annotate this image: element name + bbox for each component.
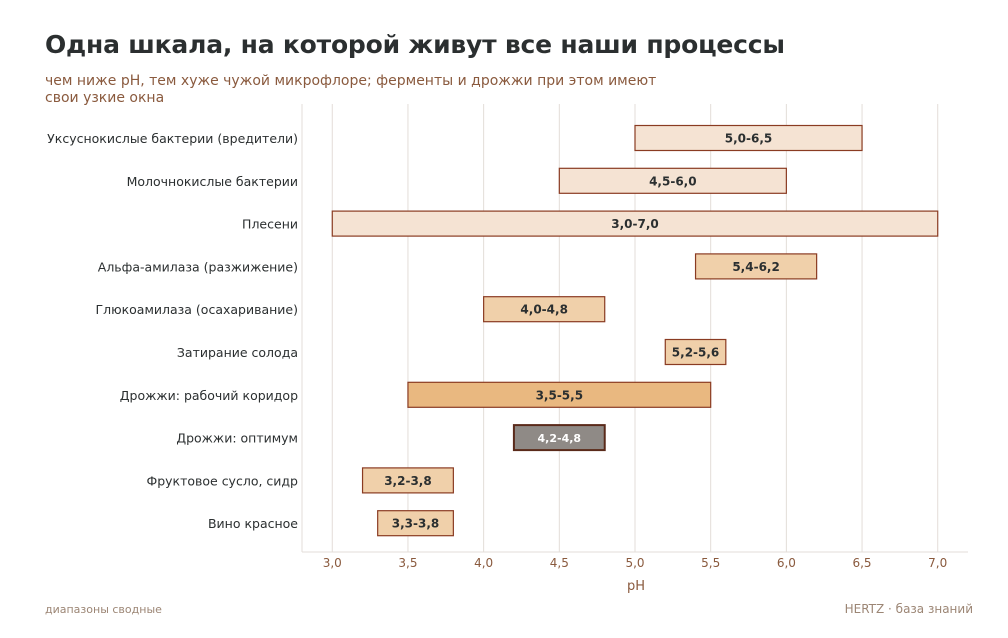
bar-value-label: 5,4-6,2: [732, 260, 780, 274]
category-label: Плесени: [242, 217, 298, 232]
range-bar: [634, 124, 863, 152]
range-bar: [377, 510, 454, 537]
x-tick-label: 4,0: [474, 556, 493, 570]
footer-note: диапазоны сводные: [45, 603, 162, 616]
range-bar: [361, 467, 454, 494]
bar-value-label: 3,3-3,8: [392, 517, 440, 531]
chart-subtitle: чем ниже pH, тем хуже чужой микрофлоре; …: [45, 73, 657, 106]
category-label: Вино красное: [208, 516, 298, 531]
range-bar: [694, 253, 818, 280]
category-label: Дрожжи: оптимум: [176, 431, 298, 446]
category-label: Затирание солода: [177, 345, 298, 360]
range-bar: [407, 381, 712, 408]
bar-value-label: 3,0-7,0: [611, 217, 659, 231]
bar-value-label: 4,2-4,8: [538, 432, 582, 445]
x-tick-label: 5,0: [625, 556, 644, 570]
range-bar: [558, 167, 787, 194]
x-tick-label: 4,5: [550, 556, 569, 570]
range-bar: [512, 424, 606, 452]
bars-layer: [331, 124, 939, 537]
x-tick-label: 6,0: [777, 556, 796, 570]
bar-value-label: 4,5-6,0: [649, 174, 697, 188]
bar-value-label: 3,5-5,5: [536, 388, 584, 402]
labels-layer: 5,0-6,5 Уксуснокислые бактерии (вредители…: [47, 131, 780, 531]
range-bar: [664, 338, 727, 366]
bar-value-label: 5,0-6,5: [725, 132, 773, 146]
range-bar: [331, 210, 939, 237]
x-tick-label: 3,5: [398, 556, 417, 570]
category-label: Глюкоамилаза (осахаривание): [95, 302, 298, 317]
category-label: Дрожжи: рабочий коридор: [120, 388, 298, 403]
category-label: Фруктовое сусло, сидр: [146, 473, 298, 488]
footer-brand: HERTZ · база знаний: [844, 602, 973, 616]
x-tick-label: 7,0: [928, 556, 947, 570]
x-tick-label: 6,5: [852, 556, 871, 570]
x-tick-label: 3,0: [323, 556, 342, 570]
chart-title: Одна шкала, на которой живут все наши пр…: [45, 30, 785, 59]
bar-value-label: 5,2-5,6: [672, 346, 720, 360]
range-bar: [483, 296, 606, 323]
axis-layer: 3,0 3,5 4,0 4,5 5,0 5,5 6,0 6,5 7,0 pH: [301, 104, 968, 594]
bar-value-label: 3,2-3,8: [384, 474, 432, 488]
category-label: Уксуснокислые бактерии (вредители): [47, 131, 298, 146]
x-axis-title: pH: [627, 579, 645, 594]
category-label: Молочнокислые бактерии: [127, 174, 298, 189]
category-label: Альфа-амилаза (разжижение): [98, 259, 298, 274]
bar-value-label: 4,0-4,8: [520, 303, 568, 317]
x-tick-label: 5,5: [701, 556, 720, 570]
